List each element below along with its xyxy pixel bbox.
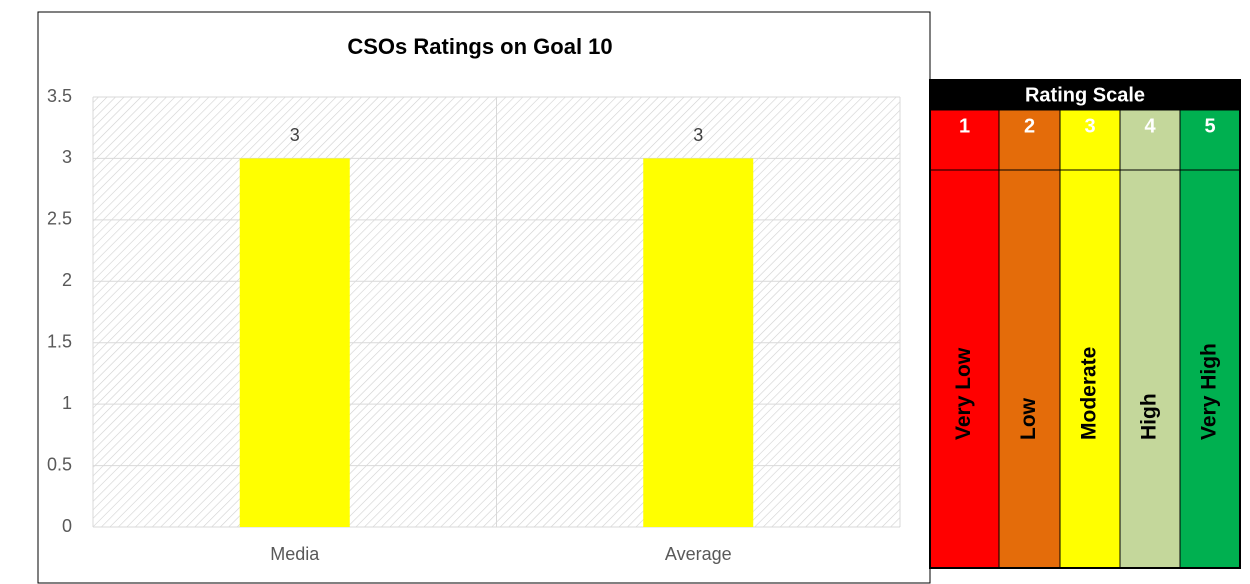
y-tick-label: 0 [62,516,72,536]
scale-label: Moderate [1078,347,1101,440]
bar [643,158,754,527]
scale-number: 3 [1084,115,1095,137]
y-tick-label: 2 [62,270,72,290]
scale-frame [929,79,1241,569]
y-tick-label: 1.5 [47,331,72,351]
x-tick-label: Average [665,544,732,564]
y-tick-label: 1 [62,393,72,413]
scale-number: 4 [1144,115,1156,137]
x-tick-label: Media [270,544,320,564]
scale-number: 5 [1204,115,1215,137]
scale-label-cell [1179,169,1241,569]
bar [239,158,350,527]
scale-number-cell [1179,109,1241,171]
y-tick-label: 2.5 [47,209,72,229]
scale-label: Very Low [952,347,975,440]
scale-label-cell [1119,169,1181,569]
scale-label: Very High [1198,343,1221,440]
y-tick-label: 3.5 [47,86,72,106]
scale-label: Low [1017,397,1040,440]
scale-label: High [1138,393,1161,440]
scale-label-cell [998,169,1061,569]
data-label: 3 [290,125,300,145]
y-tick-label: 0.5 [47,454,72,474]
scale-header [930,80,1240,110]
data-label: 3 [693,125,703,145]
scale-label-cell [1059,169,1121,569]
scale-number-cell [1119,109,1181,171]
chart-title: CSOs Ratings on Goal 10 [347,34,612,59]
scale-title: Rating Scale [1025,84,1145,106]
scale-number: 1 [959,115,970,137]
scale-number: 2 [1024,115,1035,137]
y-tick-label: 3 [62,147,72,167]
